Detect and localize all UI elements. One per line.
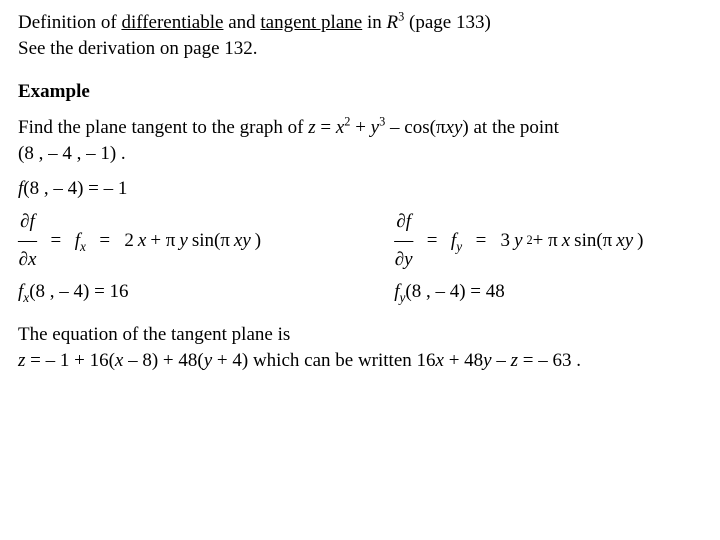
page-ref: (page 133): [404, 12, 491, 33]
partial-top2: ∂: [396, 211, 405, 232]
f-val: – 1: [104, 178, 128, 199]
example-heading: Example: [18, 79, 702, 105]
sin2: sin(π: [574, 228, 612, 254]
prompt-end: ) at the point: [462, 117, 559, 138]
conclusion-line2: z = – 1 + 16(x – 8) + 48(y + 4) which ca…: [18, 348, 702, 374]
xvar2: x: [562, 228, 570, 254]
xvar: x: [138, 228, 146, 254]
frac-line: —: [18, 231, 37, 250]
eq-sign: =: [316, 117, 336, 138]
c-eq: = – 1 + 16(: [25, 350, 115, 371]
y-bot: y: [404, 249, 412, 270]
var-xy: xy: [446, 117, 463, 138]
plus-pi: + π: [150, 228, 175, 254]
fy-value: fy(8 , – 4) = 48: [394, 279, 702, 305]
space-r: R: [386, 12, 398, 33]
df-dy: ∂f — ∂y = fy = 3y2 + πx sin(πxy): [394, 212, 702, 269]
f-top2: f: [406, 211, 411, 232]
prompt-text: Find the plane tangent to the graph of: [18, 117, 308, 138]
partial-values-row: fx(8 , – 4) = 16 fy(8 , – 4) = 48: [18, 279, 702, 305]
plus: +: [350, 117, 370, 138]
frac-dfdx: ∂f — ∂x: [18, 212, 37, 269]
var-z: z: [308, 117, 315, 138]
xy2: xy: [616, 228, 633, 254]
header-line2: See the derivation on page 132.: [18, 36, 702, 62]
xy: xy: [234, 228, 251, 254]
f-args: (8 , – 4) =: [23, 178, 103, 199]
x-bot: x: [28, 249, 36, 270]
eq1: =: [41, 228, 71, 254]
plus-pi2: + π: [533, 228, 558, 254]
header-line1: Definition of differentiable and tangent…: [18, 10, 702, 36]
c-minus: –: [492, 350, 511, 371]
f-top: f: [30, 211, 35, 232]
partial-bot: ∂: [19, 249, 28, 270]
close: ): [255, 228, 261, 254]
close2: ): [637, 228, 643, 254]
eq1b: =: [417, 228, 447, 254]
def-prefix: Definition of: [18, 12, 121, 33]
eq2b: = 3: [466, 228, 510, 254]
var-y: y: [371, 117, 379, 138]
sin: sin(π: [192, 228, 230, 254]
f-value: f(8 , – 4) = – 1: [18, 176, 702, 202]
frac-dfdy: ∂f — ∂y: [394, 212, 413, 269]
conclusion-line1: The equation of the tangent plane is: [18, 322, 702, 348]
partial-bot2: ∂: [395, 249, 404, 270]
c-y: y: [204, 350, 212, 371]
eq2: = 2: [90, 228, 134, 254]
term-differentiable: differentiable: [121, 12, 223, 33]
fx-args: (8 , – 4) = 16: [29, 281, 128, 302]
example-point: (8 , – 4 , – 1) .: [18, 141, 702, 167]
c-plus: + 48: [444, 350, 483, 371]
example-prompt: Find the plane tangent to the graph of z…: [18, 115, 702, 141]
minus-cos: – cos(π: [385, 117, 445, 138]
yvar: y: [179, 228, 187, 254]
frac-line2: —: [394, 231, 413, 250]
df-dx: ∂f — ∂x = fx = 2x + πy sin(πxy): [18, 212, 394, 269]
term-tangent-plane: tangent plane: [260, 12, 362, 33]
c-mid2: + 4) which can be written 16: [212, 350, 435, 371]
c-z2: z: [511, 350, 518, 371]
fy-args: (8 , – 4) = 48: [405, 281, 504, 302]
partial-derivatives-row: ∂f — ∂x = fx = 2x + πy sin(πxy) ∂f — ∂y …: [18, 212, 702, 269]
c-mid1: – 8) + 48(: [123, 350, 203, 371]
c-y2: y: [483, 350, 491, 371]
partial-top: ∂: [20, 211, 29, 232]
in-text: in: [362, 12, 386, 33]
c-x2: x: [436, 350, 444, 371]
and-text: and: [223, 12, 260, 33]
c-end: = – 63 .: [518, 350, 581, 371]
fy-sub: y: [456, 238, 462, 253]
fx-sub: x: [80, 238, 86, 253]
yvar2: y: [514, 228, 522, 254]
fx-value: fx(8 , – 4) = 16: [18, 279, 394, 305]
